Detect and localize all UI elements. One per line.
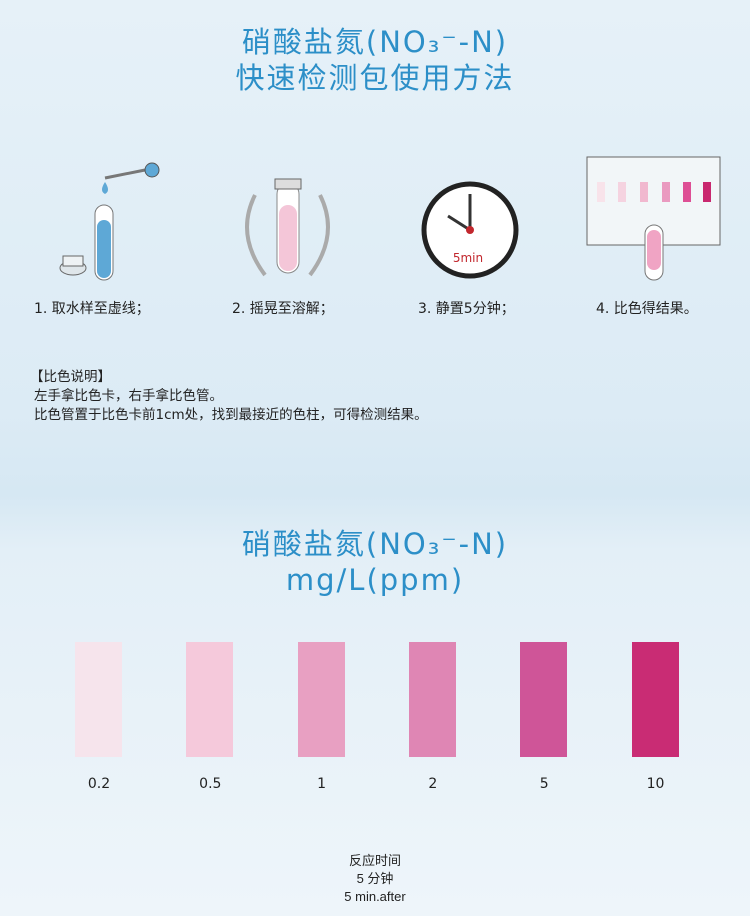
test-tube-dropper-icon [59,162,160,281]
note-heading: 【比色说明】 [30,369,111,385]
step-1-label: 1. 取水样至虚线； [34,301,150,317]
page-title: 硝酸盐氮(NO₃⁻-N) 快速检测包使用方法 [0,24,750,96]
color-swatch [186,642,234,757]
note-line-2: 比色管置于比色卡前1cm处，找到最接近的色柱，可得检测结果。 [34,407,428,423]
swatch-value: 0.5 [199,776,222,792]
color-swatch [631,642,679,757]
step-4-label: 4. 比色得结果。 [596,301,698,317]
title-line-2: 快速检测包使用方法 [235,61,515,95]
swatch-value: 1 [317,776,327,792]
reaction-time: 反应时间 5 分钟 5 min.after [0,852,750,906]
footer-line-2: 5 分钟 [356,871,394,886]
swatch-value: 2 [428,776,438,792]
step-2-label: 2. 摇晃至溶解； [232,301,334,317]
color-swatch [75,642,122,757]
color-swatch [297,642,345,757]
chart-title-line-2: mg/L(ppm) [285,563,465,597]
footer-line-3: 5 min.after [344,889,406,904]
title-line-1: 硝酸盐氮(NO₃⁻-N) [241,25,509,59]
swatch-value: 10 [646,776,665,792]
chart-title-line-1: 硝酸盐氮(NO₃⁻-N) [241,527,509,561]
note-line-1: 左手拿比色卡，右手拿比色管。 [34,388,223,404]
swatch-value: 0.2 [87,776,111,792]
footer-line-1: 反应时间 [348,853,401,868]
color-swatch [520,642,568,757]
swatch-value: 5 [539,776,549,792]
shaking-tube-icon [245,178,330,277]
clock-icon: 5min [421,181,519,279]
color-card-icon [586,156,721,281]
clock-text: 5min [453,251,483,265]
chart-title: 硝酸盐氮(NO₃⁻-N) mg/L(ppm) [0,526,750,598]
step-3-label: 3. 静置5分钟； [418,301,515,317]
color-swatch [408,642,456,757]
color-comparison-note: 【比色说明】 左手拿比色卡，右手拿比色管。 比色管置于比色卡前1cm处，找到最接… [30,368,428,425]
